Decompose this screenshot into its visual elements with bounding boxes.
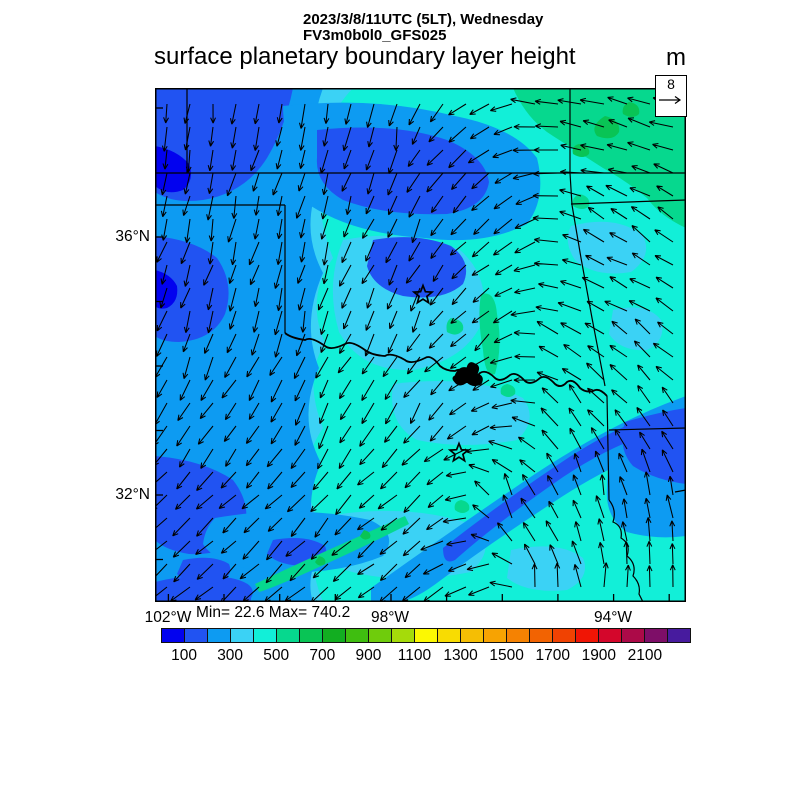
map-canvas (155, 88, 686, 602)
colorbar-tick-label: 900 (355, 647, 382, 664)
colorbar-segment (299, 628, 323, 643)
plot-title: surface planetary boundary layer height (154, 43, 576, 70)
colorbar-tick-label: 1700 (535, 647, 570, 664)
wind-reference-value: 8 (667, 76, 675, 92)
colorbar-segment (506, 628, 530, 643)
colorbar-segment (345, 628, 369, 643)
valid-time-label: 2023/3/8/11UTC (5LT), Wednesday (303, 11, 544, 28)
colorbar-segment (253, 628, 277, 643)
colorbar-segment (161, 628, 185, 643)
colorbar-segment (529, 628, 553, 643)
lon-tick-label-94w: 94°W (593, 609, 633, 626)
colorbar-segment (437, 628, 461, 643)
star-marker (411, 283, 435, 305)
colorbar-tick-label: 300 (217, 647, 244, 664)
colorbar-tick-label: 700 (309, 647, 336, 664)
colorbar-segment (460, 628, 484, 643)
colorbar-segment (207, 628, 231, 643)
colorbar-segment (322, 628, 346, 643)
lat-tick-label-36n: 36°N (115, 228, 150, 245)
colorbar-segment (621, 628, 645, 643)
colorbar-labels: 100 300 500 700 900 1100 1300 1500 1700 1900 2100 (161, 647, 691, 665)
colorbar-segment (368, 628, 392, 643)
colorbar-segment (230, 628, 254, 643)
colorbar (161, 628, 691, 643)
wind-reference-arrow-icon (659, 96, 682, 104)
colorbar-segment (483, 628, 507, 643)
colorbar-segment (552, 628, 576, 643)
colorbar-segment (644, 628, 668, 643)
colorbar-segment (391, 628, 415, 643)
star-marker (447, 441, 471, 463)
wind-vector-field (155, 96, 676, 602)
colorbar-tick-label: 500 (263, 647, 290, 664)
colorbar-tick-label: 2100 (627, 647, 663, 664)
colorbar-segment (276, 628, 300, 643)
colorbar-segment (598, 628, 622, 643)
wind-reference-box: 8 (655, 75, 687, 117)
colorbar-segment (184, 628, 208, 643)
lon-tick-label-98w: 98°W (370, 609, 410, 626)
lon-tick-label-102w: 102°W (144, 609, 192, 626)
lake-icon (452, 362, 483, 387)
colorbar-tick-label: 1500 (489, 647, 524, 664)
units-label: m (666, 44, 686, 71)
minmax-stats-label: Min= 22.6 Max= 740.2 (196, 604, 351, 621)
lat-tick-label-32n: 32°N (115, 486, 150, 503)
model-name-label: FV3m0b0l0_GFS025 (303, 27, 447, 44)
colorbar-segment (667, 628, 691, 643)
colorbar-segment (414, 628, 438, 643)
colorbar-tick-label: 1900 (581, 647, 617, 664)
colorbar-tick-label: 1100 (397, 647, 432, 664)
colorbar-tick-label: 100 (171, 647, 197, 664)
pbl-height-map (155, 88, 686, 602)
colorbar-segment (575, 628, 599, 643)
colorbar-tick-label: 1300 (443, 647, 478, 664)
